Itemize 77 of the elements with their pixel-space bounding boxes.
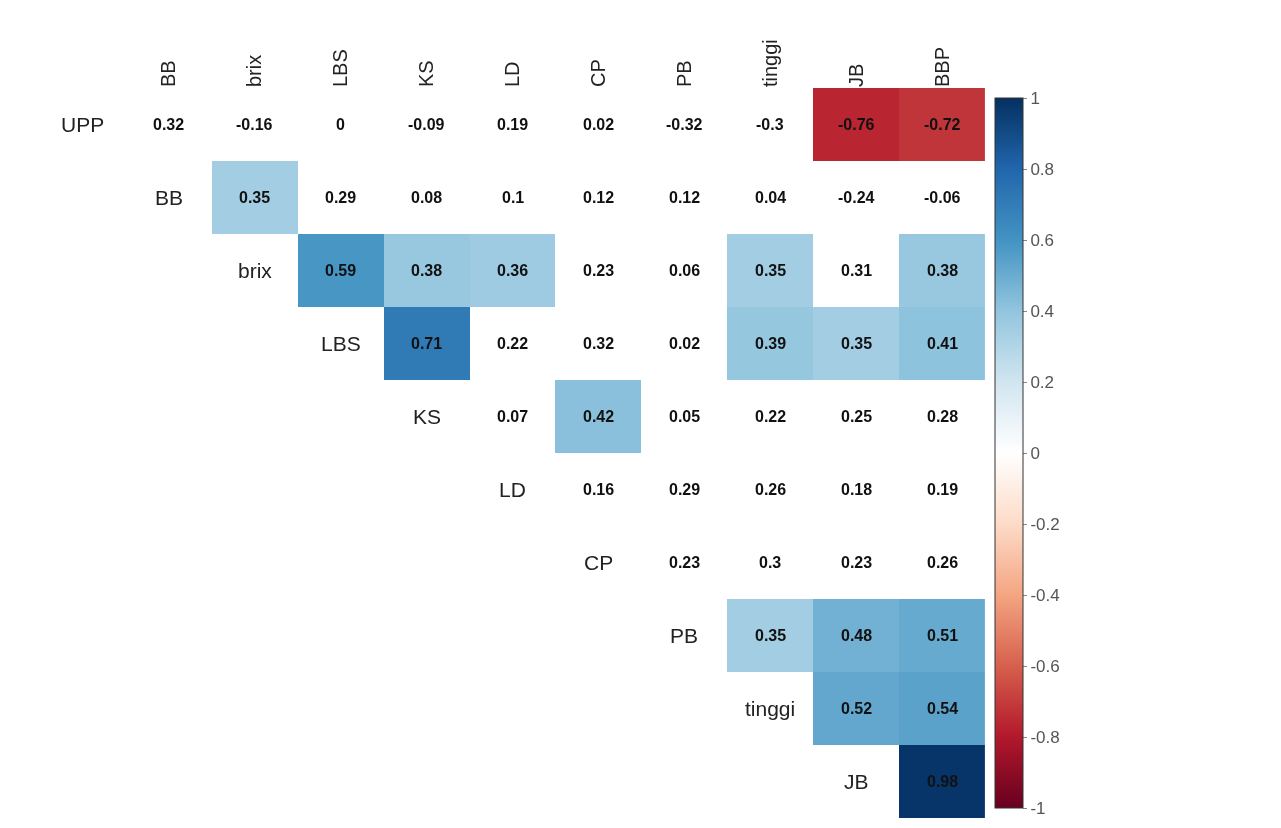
text: 0.12 xyxy=(583,189,615,206)
x-tick-label: BB xyxy=(157,60,180,87)
data-label: 0.35 xyxy=(755,627,787,644)
text: 0.08 xyxy=(411,189,443,206)
color-bar-label: 0.4 xyxy=(1030,301,1055,321)
data-label: 0.52 xyxy=(841,700,873,717)
text: 0.25 xyxy=(841,408,873,425)
text: 0.02 xyxy=(669,335,701,352)
text: 0.32 xyxy=(153,116,185,133)
x-tick-label: BBP xyxy=(930,46,953,87)
text: 0.28 xyxy=(927,408,959,425)
data-label: 0.51 xyxy=(927,627,959,644)
data-label: 0.59 xyxy=(325,262,357,279)
text: -0.16 xyxy=(236,116,273,133)
text: 0.31 xyxy=(841,262,873,279)
data-label: 0.35 xyxy=(239,189,271,206)
text: -0.32 xyxy=(666,116,703,133)
text: 0.29 xyxy=(325,189,357,206)
text: 0.23 xyxy=(841,554,873,571)
text: 0.22 xyxy=(755,408,787,425)
x-tick-label: brix xyxy=(243,54,266,87)
data-label: 0.42 xyxy=(583,408,615,425)
text: 0.18 xyxy=(841,481,873,498)
text: 0.22 xyxy=(497,335,529,352)
text: 0.1 xyxy=(502,189,525,206)
x-tick-label: KS xyxy=(415,60,438,87)
data-label: 0.48 xyxy=(841,627,873,644)
color-bar-label: 0.6 xyxy=(1030,230,1055,250)
text: -0.3 xyxy=(756,116,784,133)
data-label: 0.38 xyxy=(411,262,443,279)
text: 0.12 xyxy=(669,189,701,206)
y-tick-label: UPP xyxy=(61,113,105,136)
x-tick-label: CP xyxy=(586,59,609,87)
text: 0.06 xyxy=(669,262,701,279)
text: 0.23 xyxy=(669,554,701,571)
text: 0.23 xyxy=(583,262,615,279)
data-label: -0.76 xyxy=(838,116,875,133)
x-tick-label: LD xyxy=(501,61,523,87)
text: 0.32 xyxy=(583,335,615,352)
text: 0.19 xyxy=(927,481,959,498)
text: 0.26 xyxy=(755,481,787,498)
color-bar-label: -0.4 xyxy=(1030,585,1060,605)
color-bar-label: 0 xyxy=(1030,443,1040,463)
color-bar-label: -0.8 xyxy=(1030,727,1060,747)
color-bar-label: 1 xyxy=(1030,88,1040,108)
text: 0.07 xyxy=(497,408,529,425)
data-label: 0.35 xyxy=(755,262,787,279)
color-bar-label: -1 xyxy=(1030,798,1046,818)
data-label: 0.71 xyxy=(411,335,443,352)
text: 0.04 xyxy=(755,189,787,206)
x-tick-label: JB xyxy=(844,63,867,87)
data-label: 0.36 xyxy=(497,262,529,279)
text: -0.24 xyxy=(838,189,875,206)
data-label: -0.72 xyxy=(924,116,961,133)
text: 0.02 xyxy=(583,116,615,133)
color-bar-label: 0.8 xyxy=(1030,159,1055,179)
data-label: 0.41 xyxy=(927,335,959,352)
text: 0.19 xyxy=(497,116,529,133)
color-bar-label: 0.2 xyxy=(1030,372,1055,392)
x-tick-label: tinggi xyxy=(758,39,781,87)
color-bar-label: -0.6 xyxy=(1030,656,1060,676)
x-tick-label: LBS xyxy=(329,49,352,87)
data-label: 0.38 xyxy=(927,262,959,279)
x-tick-label: PB xyxy=(672,60,695,87)
text: 0.05 xyxy=(669,408,701,425)
text: -0.09 xyxy=(408,116,445,133)
text: -0.06 xyxy=(924,189,961,206)
text: 0.16 xyxy=(583,481,615,498)
text: 0.26 xyxy=(927,554,959,571)
data-label: 0.98 xyxy=(927,773,959,790)
text: 0.3 xyxy=(759,554,782,571)
text: 0 xyxy=(336,116,345,133)
data-label: 0.35 xyxy=(841,335,873,352)
data-label: 0.39 xyxy=(755,335,787,352)
text: 0.29 xyxy=(669,481,701,498)
data-label: 0.54 xyxy=(927,700,959,717)
color-bar-label: -0.2 xyxy=(1030,514,1060,534)
